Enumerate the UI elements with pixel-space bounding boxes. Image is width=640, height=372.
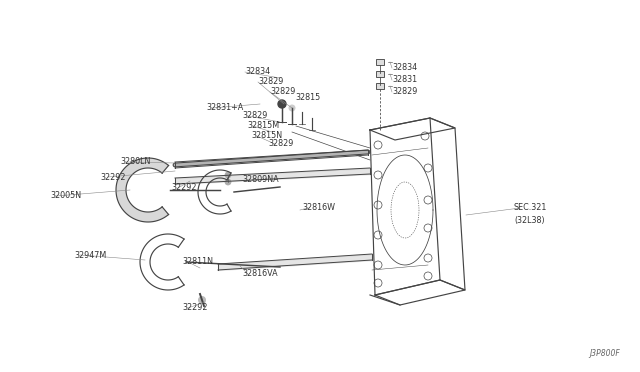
Text: 32292: 32292 — [182, 304, 207, 312]
Text: SEC.321: SEC.321 — [514, 202, 547, 212]
Text: 32809NA: 32809NA — [242, 176, 278, 185]
Text: 32005N: 32005N — [50, 192, 81, 201]
Text: 32829: 32829 — [392, 87, 417, 96]
Bar — [376, 59, 384, 65]
Circle shape — [225, 179, 231, 185]
Text: 32834: 32834 — [245, 67, 270, 77]
Circle shape — [289, 105, 295, 111]
Text: 32831: 32831 — [392, 76, 417, 84]
Text: 32815M: 32815M — [247, 122, 279, 131]
Text: 32816VA: 32816VA — [242, 269, 278, 279]
Text: 32815N: 32815N — [251, 131, 282, 141]
Text: 32292: 32292 — [171, 183, 196, 192]
Text: 32292: 32292 — [100, 173, 125, 182]
Text: 32831+A: 32831+A — [206, 103, 243, 112]
Circle shape — [278, 100, 286, 108]
Circle shape — [225, 172, 231, 178]
Bar — [376, 71, 384, 77]
Text: 32834: 32834 — [392, 64, 417, 73]
Text: 32811N: 32811N — [182, 257, 213, 266]
Text: 32815: 32815 — [295, 93, 320, 102]
Text: 32829: 32829 — [268, 140, 293, 148]
Bar — [376, 83, 384, 89]
Text: (32L38): (32L38) — [514, 215, 545, 224]
Text: 32947M: 32947M — [74, 250, 106, 260]
Text: 32829: 32829 — [258, 77, 284, 87]
Text: 3280LN: 3280LN — [120, 157, 150, 167]
Text: 32829: 32829 — [242, 112, 268, 121]
Text: 32816W: 32816W — [302, 203, 335, 212]
Text: 32829: 32829 — [270, 87, 296, 96]
Text: J3P800F: J3P800F — [589, 349, 620, 358]
Circle shape — [198, 296, 205, 304]
Polygon shape — [116, 158, 168, 222]
